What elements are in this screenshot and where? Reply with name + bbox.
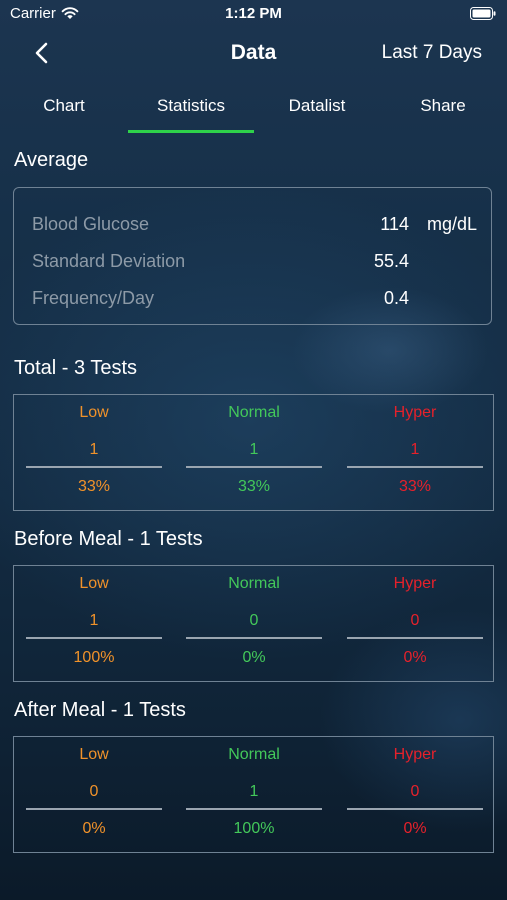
total-section-title: Total - 3 Tests xyxy=(14,357,138,379)
low-column: Low 1 33% xyxy=(26,395,162,512)
normal-count: 1 xyxy=(249,783,259,800)
hyper-count: 0 xyxy=(410,612,420,629)
normal-percent: 33% xyxy=(237,478,271,495)
before-meal-stats-card: Low 1 100% Normal 0 0% Hyper 0 0% xyxy=(13,565,494,682)
divider xyxy=(186,637,322,639)
normal-percent: 0% xyxy=(242,649,266,666)
after-meal-stats-card: Low 0 0% Normal 1 100% Hyper 0 0% xyxy=(13,736,494,853)
divider xyxy=(26,466,162,468)
blood-glucose-value: 114 xyxy=(380,214,409,234)
normal-label: Normal xyxy=(228,404,280,421)
low-count: 1 xyxy=(89,612,99,629)
hyper-column: Hyper 1 33% xyxy=(347,395,483,512)
normal-label: Normal xyxy=(228,575,280,592)
tab-statistics[interactable]: Statistics xyxy=(156,96,226,115)
frequency-per-day-value: 0.4 xyxy=(383,288,409,308)
before-meal-section-title: Before Meal - 1 Tests xyxy=(14,528,203,550)
normal-label: Normal xyxy=(228,746,280,763)
hyper-column: Hyper 0 0% xyxy=(347,566,483,683)
standard-deviation-label: Standard Deviation xyxy=(32,251,186,271)
low-label: Low xyxy=(79,404,109,421)
battery-icon xyxy=(470,7,496,20)
low-percent: 33% xyxy=(77,478,111,495)
average-section-title: Average xyxy=(14,149,89,171)
hyper-percent: 0% xyxy=(403,649,427,666)
tab-chart[interactable]: Chart xyxy=(43,96,85,115)
tab-datalist[interactable]: Datalist xyxy=(288,96,346,115)
normal-column: Normal 0 0% xyxy=(186,566,322,683)
status-time: 1:12 PM xyxy=(225,5,282,22)
divider xyxy=(347,637,483,639)
normal-percent: 100% xyxy=(233,820,275,837)
low-column: Low 1 100% xyxy=(26,566,162,683)
hyper-label: Hyper xyxy=(393,575,437,592)
tab-share[interactable]: Share xyxy=(420,96,466,115)
low-label: Low xyxy=(79,575,109,592)
normal-count: 1 xyxy=(249,441,259,458)
hyper-percent: 33% xyxy=(398,478,432,495)
total-stats-card: Low 1 33% Normal 1 33% Hyper 1 33% xyxy=(13,394,494,511)
hyper-column: Hyper 0 0% xyxy=(347,737,483,854)
low-count: 0 xyxy=(89,783,99,800)
frequency-per-day-label: Frequency/Day xyxy=(32,288,155,308)
low-label: Low xyxy=(79,746,109,763)
low-percent: 100% xyxy=(73,649,115,666)
divider xyxy=(186,466,322,468)
average-card: Blood Glucose 114 mg/dL Standard Deviati… xyxy=(13,187,492,325)
wifi-icon xyxy=(61,7,79,19)
hyper-label: Hyper xyxy=(393,404,437,421)
blood-glucose-unit: mg/dL xyxy=(427,214,478,234)
page-title: Data xyxy=(230,41,277,64)
low-column: Low 0 0% xyxy=(26,737,162,854)
active-tab-indicator xyxy=(128,130,254,133)
hyper-percent: 0% xyxy=(403,820,427,837)
hyper-label: Hyper xyxy=(393,746,437,763)
after-meal-section-title: After Meal - 1 Tests xyxy=(14,699,186,721)
carrier-label: Carrier xyxy=(10,5,56,22)
hyper-count: 0 xyxy=(410,783,420,800)
standard-deviation-value: 55.4 xyxy=(373,251,409,271)
normal-column: Normal 1 100% xyxy=(186,737,322,854)
blood-glucose-label: Blood Glucose xyxy=(32,214,150,234)
low-count: 1 xyxy=(89,441,99,458)
divider xyxy=(347,808,483,810)
low-percent: 0% xyxy=(82,820,106,837)
divider xyxy=(26,808,162,810)
divider xyxy=(347,466,483,468)
divider xyxy=(26,637,162,639)
date-range-button[interactable]: Last 7 Days xyxy=(381,42,482,63)
hyper-count: 1 xyxy=(410,441,420,458)
chevron-left-icon xyxy=(35,42,48,64)
normal-count: 0 xyxy=(249,612,259,629)
tab-bar: Chart Statistics Datalist Share xyxy=(0,84,507,134)
back-button[interactable] xyxy=(26,36,62,70)
divider xyxy=(186,808,322,810)
status-bar: Carrier 1:12 PM xyxy=(0,0,507,28)
nav-bar: Data Last 7 Days xyxy=(0,30,507,76)
normal-column: Normal 1 33% xyxy=(186,395,322,512)
